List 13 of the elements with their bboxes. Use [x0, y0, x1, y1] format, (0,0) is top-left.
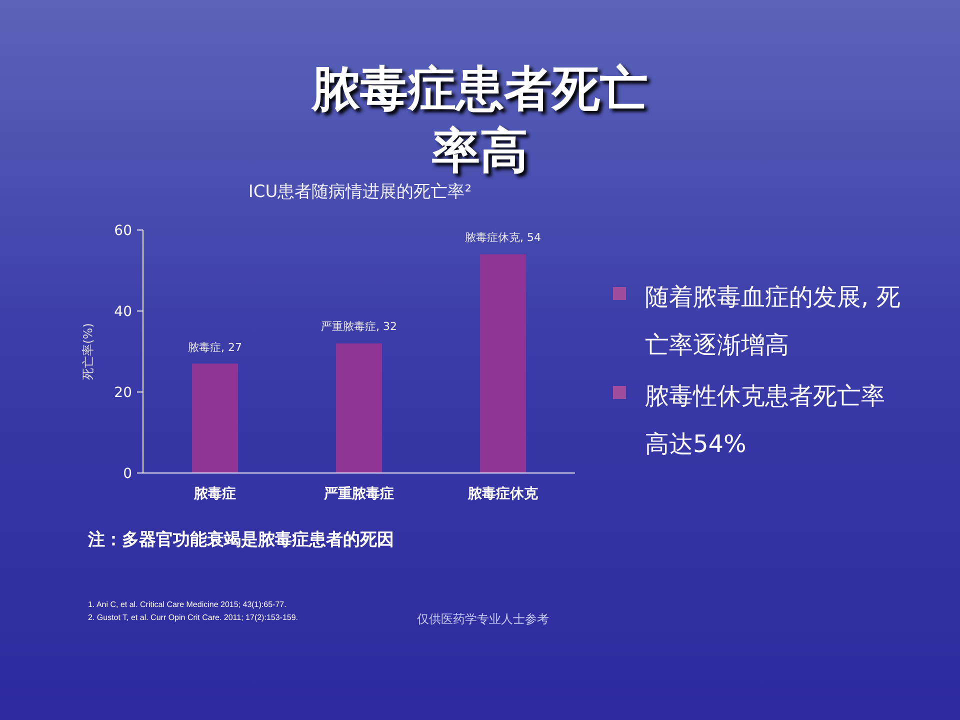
y-tick-label: 20: [114, 385, 132, 401]
y-tick-label: 60: [114, 223, 132, 239]
subtitle: ICU患者随病情进展的死亡率²: [247, 181, 473, 203]
y-axis-title: 死亡率(%): [81, 323, 95, 380]
annotation: 随着脓毒血症的发展, 死亡率逐渐增高: [645, 282, 902, 361]
annotation: 注：多器官功能衰竭是脓毒症患者的死因: [88, 529, 395, 551]
y-tick-label: 0: [123, 466, 132, 482]
annotation: 2. Gustot T, et al. Curr Opin Crit Care. 2011; 17(2):153-159.: [88, 613, 300, 622]
annotation: 仅供医药学专业人士参考: [417, 611, 550, 628]
annotation: 脓毒性休克患者死亡率高达54%: [645, 381, 886, 460]
title: 脓毒症患者死亡率高: [310, 60, 649, 181]
y-tick-label: 40: [114, 304, 132, 320]
annotation: 1. Ani C, et al. Critical Care Medicine 2015; 43(1):65-77.: [88, 600, 288, 609]
